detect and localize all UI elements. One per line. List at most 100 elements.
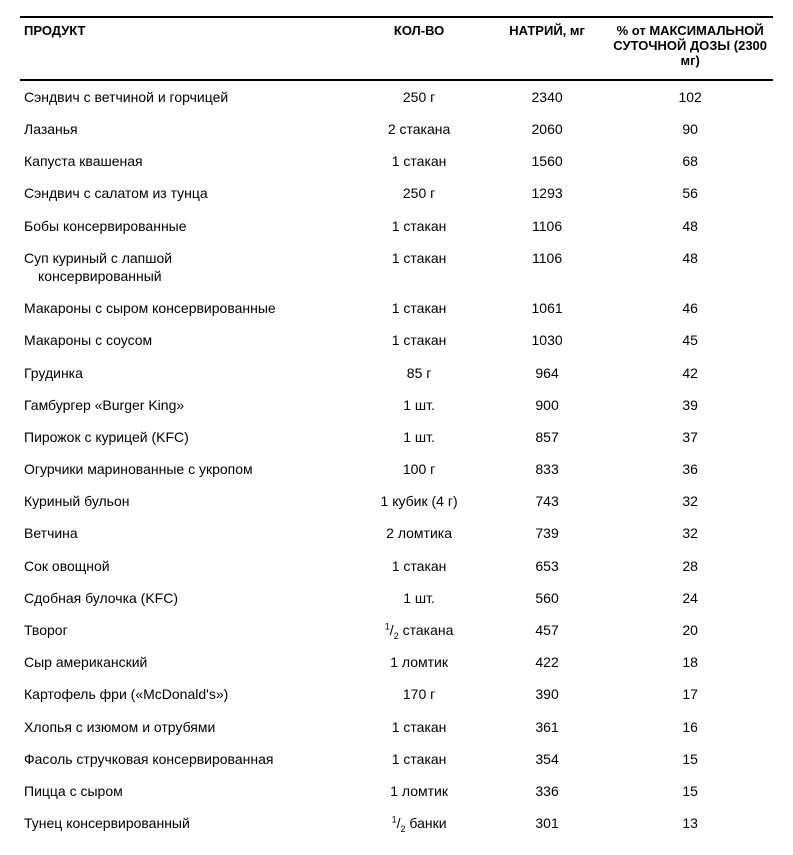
- table-row: Капуста квашеная1 стакан156068: [20, 145, 773, 177]
- cell-product: Гамбургер «Burger King»: [20, 389, 351, 421]
- cell-pct: 13: [607, 807, 773, 839]
- cell-pct: 45: [607, 324, 773, 356]
- cell-sodium: 1061: [487, 292, 607, 324]
- cell-sodium: 1560: [487, 145, 607, 177]
- cell-product: Суп куриный с лапшойконсервированный: [20, 242, 351, 292]
- cell-pct: 28: [607, 550, 773, 582]
- table-row: Лазанья2 стакана206090: [20, 113, 773, 145]
- cell-qty: 1 стакан: [351, 743, 487, 775]
- table-row: Тунец консервированный1/2 банки30113: [20, 807, 773, 839]
- cell-product: Ветчина: [20, 517, 351, 549]
- cell-product: Макароны с соусом: [20, 324, 351, 356]
- table-row: Гамбургер «Burger King»1 шт.90039: [20, 389, 773, 421]
- cell-qty: 1 стакан: [351, 711, 487, 743]
- cell-qty: 1 стакан: [351, 145, 487, 177]
- cell-sodium: 336: [487, 775, 607, 807]
- table-row: Сдобная булочка (KFC)1 шт.56024: [20, 582, 773, 614]
- cell-sodium: 900: [487, 389, 607, 421]
- cell-sodium: 1106: [487, 210, 607, 242]
- cell-qty: 1 стакан: [351, 242, 487, 292]
- cell-sodium: 560: [487, 582, 607, 614]
- table-row: Хлопья с изюмом и отрубями1 стакан36116: [20, 711, 773, 743]
- cell-qty: 1/2 стакана: [351, 614, 487, 646]
- cell-qty: 1 кубик (4 г): [351, 485, 487, 517]
- cell-pct: 48: [607, 210, 773, 242]
- cell-pct: 56: [607, 177, 773, 209]
- cell-sodium: 833: [487, 453, 607, 485]
- table-row: Сыр американский1 ломтик42218: [20, 646, 773, 678]
- table-row: Суп куриный с лапшойконсервированный1 ст…: [20, 242, 773, 292]
- table-row: Бобы консервированные1 стакан110648: [20, 210, 773, 242]
- cell-product: Сэндвич с салатом из тунца: [20, 177, 351, 209]
- cell-product: Грудинка: [20, 357, 351, 389]
- cell-product: Макароны с сыром консервированные: [20, 292, 351, 324]
- cell-product: Сок овощной: [20, 550, 351, 582]
- cell-qty: 85 г: [351, 357, 487, 389]
- cell-qty: 1 шт.: [351, 421, 487, 453]
- cell-sodium: 361: [487, 711, 607, 743]
- cell-sodium: 2060: [487, 113, 607, 145]
- cell-product: Сдобная булочка (KFC): [20, 582, 351, 614]
- cell-pct: 90: [607, 113, 773, 145]
- cell-qty: 1 стакан: [351, 210, 487, 242]
- cell-product: Капуста квашеная: [20, 145, 351, 177]
- cell-qty: 1 стакан: [351, 324, 487, 356]
- sodium-table: ПРОДУКТ КОЛ-ВО НАТРИЙ, мг % от МАКСИМАЛЬ…: [20, 16, 773, 839]
- cell-pct: 32: [607, 517, 773, 549]
- cell-qty: 1 стакан: [351, 292, 487, 324]
- cell-sodium: 653: [487, 550, 607, 582]
- table-row: Пицца с сыром1 ломтик33615: [20, 775, 773, 807]
- cell-sodium: 2340: [487, 80, 607, 113]
- cell-pct: 68: [607, 145, 773, 177]
- cell-pct: 102: [607, 80, 773, 113]
- cell-qty: 100 г: [351, 453, 487, 485]
- cell-qty: 1 стакан: [351, 550, 487, 582]
- cell-sodium: 857: [487, 421, 607, 453]
- cell-qty: 170 г: [351, 678, 487, 710]
- cell-qty: 250 г: [351, 80, 487, 113]
- cell-sodium: 354: [487, 743, 607, 775]
- cell-product: Творог: [20, 614, 351, 646]
- table-row: Ветчина2 ломтика73932: [20, 517, 773, 549]
- cell-qty: 1 шт.: [351, 582, 487, 614]
- cell-sodium: 422: [487, 646, 607, 678]
- cell-sodium: 301: [487, 807, 607, 839]
- cell-pct: 42: [607, 357, 773, 389]
- cell-sodium: 1030: [487, 324, 607, 356]
- table-row: Макароны с сыром консервированные1 стака…: [20, 292, 773, 324]
- cell-product: Огурчики маринованные с укропом: [20, 453, 351, 485]
- cell-pct: 39: [607, 389, 773, 421]
- col-header-pct: % от МАКСИМАЛЬНОЙ СУТОЧНОЙ ДОЗЫ (2300 мг…: [607, 17, 773, 80]
- cell-pct: 46: [607, 292, 773, 324]
- cell-pct: 36: [607, 453, 773, 485]
- cell-product: Лазанья: [20, 113, 351, 145]
- table-row: Грудинка85 г96442: [20, 357, 773, 389]
- col-header-qty: КОЛ-ВО: [351, 17, 487, 80]
- cell-qty: 1 ломтик: [351, 646, 487, 678]
- cell-pct: 18: [607, 646, 773, 678]
- cell-pct: 15: [607, 743, 773, 775]
- table-row: Сэндвич с ветчиной и горчицей250 г234010…: [20, 80, 773, 113]
- table-row: Сок овощной1 стакан65328: [20, 550, 773, 582]
- cell-product: Куриный бульон: [20, 485, 351, 517]
- cell-qty: 250 г: [351, 177, 487, 209]
- cell-pct: 16: [607, 711, 773, 743]
- cell-product: Картофель фри («McDonald's»): [20, 678, 351, 710]
- col-header-sodium: НАТРИЙ, мг: [487, 17, 607, 80]
- cell-pct: 37: [607, 421, 773, 453]
- cell-pct: 48: [607, 242, 773, 292]
- table-row: Пирожок с курицей (KFC)1 шт.85737: [20, 421, 773, 453]
- table-row: Фасоль стручковая консервированная1 стак…: [20, 743, 773, 775]
- cell-pct: 17: [607, 678, 773, 710]
- table-row: Сэндвич с салатом из тунца250 г129356: [20, 177, 773, 209]
- cell-product: Тунец консервированный: [20, 807, 351, 839]
- cell-sodium: 1106: [487, 242, 607, 292]
- cell-sodium: 964: [487, 357, 607, 389]
- cell-sodium: 390: [487, 678, 607, 710]
- table-header: ПРОДУКТ КОЛ-ВО НАТРИЙ, мг % от МАКСИМАЛЬ…: [20, 17, 773, 80]
- cell-pct: 24: [607, 582, 773, 614]
- cell-product: Бобы консервированные: [20, 210, 351, 242]
- cell-product: Сэндвич с ветчиной и горчицей: [20, 80, 351, 113]
- table-row: Творог1/2 стакана45720: [20, 614, 773, 646]
- table-row: Макароны с соусом1 стакан103045: [20, 324, 773, 356]
